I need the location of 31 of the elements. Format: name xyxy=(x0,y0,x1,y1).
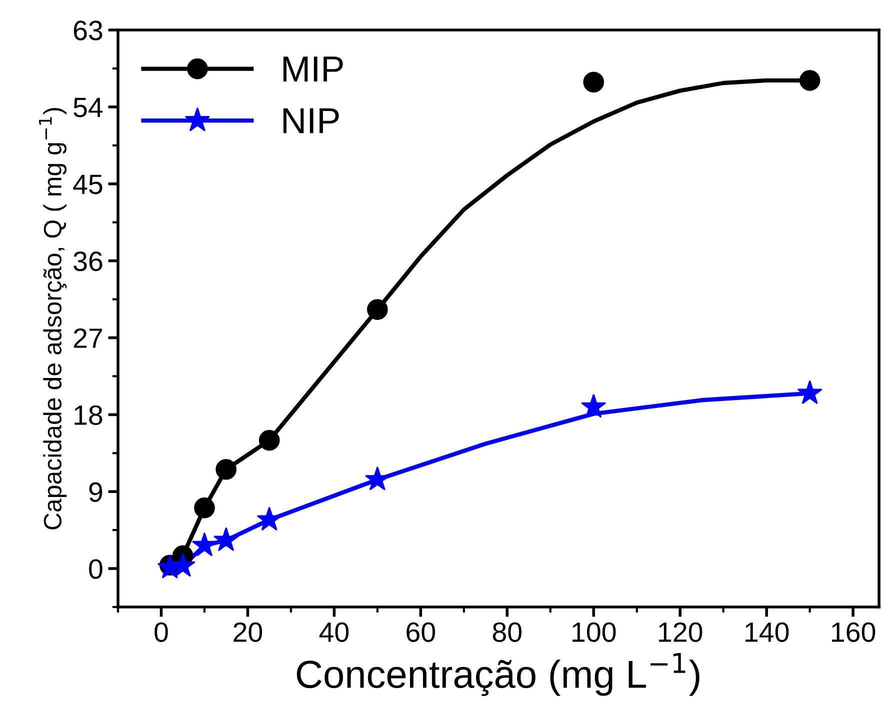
y-tick-label: 36 xyxy=(74,251,102,272)
point xyxy=(799,70,820,91)
x-tick-label: 100 xyxy=(572,622,616,642)
y-tick-label: 63 xyxy=(74,20,102,40)
x-tick-label: 40 xyxy=(319,622,349,642)
legend-label: NIP xyxy=(283,108,339,134)
legend-label: MIP xyxy=(283,56,343,82)
x-axis-title: Concentração (mg L$^{−1}$) xyxy=(296,653,700,696)
x-tick-label: 0 xyxy=(154,622,168,642)
point xyxy=(797,380,822,404)
x-tick-label: 140 xyxy=(746,622,789,642)
point xyxy=(583,72,604,93)
point xyxy=(367,299,388,320)
point xyxy=(258,430,280,451)
y-tick-label: 27 xyxy=(74,328,102,348)
x-tick-label: 60 xyxy=(406,622,436,642)
point xyxy=(581,394,606,418)
x-tick-label: 160 xyxy=(832,622,876,642)
point xyxy=(192,532,218,556)
y-tick-label: 18 xyxy=(74,405,102,426)
x-tick-label: 120 xyxy=(659,622,702,642)
y-tick-label: 9 xyxy=(89,482,102,502)
x-tick-label: 80 xyxy=(492,622,522,642)
point xyxy=(194,497,215,518)
y-axis-title: Capacidade de adsorção, Q ( mg g$^{−1}$) xyxy=(38,108,67,530)
point xyxy=(214,527,239,552)
y-tick-label: 45 xyxy=(73,174,102,194)
y-tick-label: 0 xyxy=(89,559,102,579)
x-tick-label: 20 xyxy=(234,622,262,642)
y-tick-label: 54 xyxy=(74,98,103,118)
point xyxy=(216,458,237,480)
